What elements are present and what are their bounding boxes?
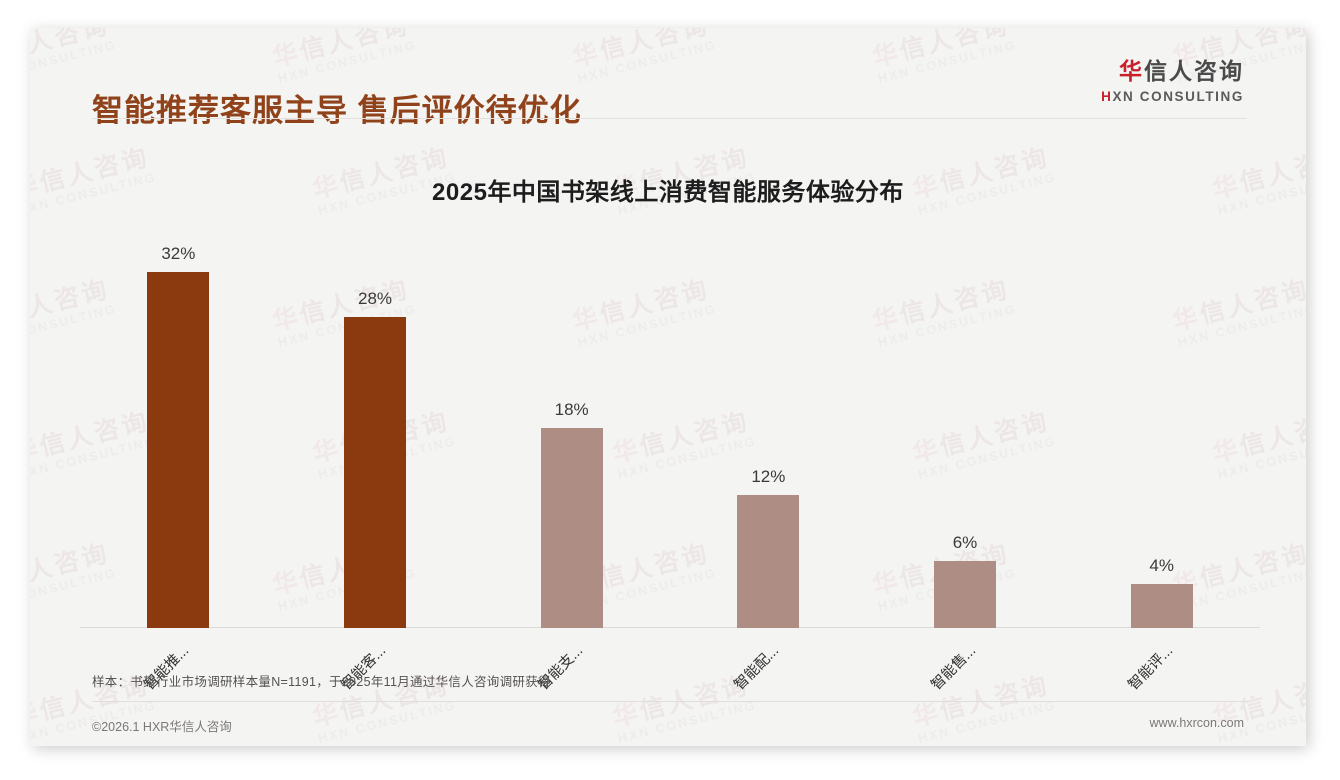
chart-area: 2025年中国书架线上消费智能服务体验分布 32% 智能推... 28% 智能客...… <box>30 120 1306 693</box>
bar-group: 18% 智能支... <box>535 228 603 693</box>
footnote: 样本：书架行业市场调研样本量N=1191，于2025年11月通过华信人咨询调研获… <box>92 675 551 689</box>
copyright-text: ©2026.1 HXR华信人咨询 <box>92 720 232 734</box>
bar-value-label: 18% <box>554 400 589 419</box>
slide-header: 智能推荐客服主导 售后评价待优化 华信人咨询 HXN CONSULTING <box>30 28 1306 129</box>
bar-value-label: 32% <box>161 244 196 264</box>
logo-cn-red-char: 华 <box>1119 58 1144 84</box>
logo-en-red-char: H <box>1101 89 1113 104</box>
bar-group: 12% 智能配... <box>732 228 800 693</box>
logo-en-rest: XN CONSULTING <box>1112 89 1244 104</box>
bar[interactable] <box>934 561 996 628</box>
bar-group: 28% 智能客... <box>339 228 406 693</box>
logo-chinese-text: 华信人咨询 <box>1101 60 1244 83</box>
x-axis-tick-label: 智能配... <box>731 642 783 694</box>
brand-logo: 华信人咨询 HXN CONSULTING <box>1101 60 1244 104</box>
bar-value-label: 12% <box>751 466 786 486</box>
x-axis-line <box>80 627 1260 628</box>
bar-chart-plot: 32% 智能推... 28% 智能客... 18% 智能支... 12% 智能配... 6% 智能… <box>80 228 1260 693</box>
bar[interactable] <box>147 272 210 628</box>
bar-value-label: 4% <box>1149 555 1174 575</box>
website-url: www.hxrcon.com <box>1149 716 1244 730</box>
bar-group: 6% 智能售... <box>929 228 996 693</box>
chart-title: 2025年中国书架线上消费智能服务体验分布 <box>432 179 904 206</box>
logo-english-text: HXN CONSULTING <box>1101 90 1244 104</box>
bar[interactable] <box>737 494 800 628</box>
bar-group: 32% 智能推... <box>142 228 210 693</box>
bar[interactable] <box>344 316 406 628</box>
bar-group: 4% 智能评... <box>1125 228 1193 693</box>
x-axis-tick-label: 智能评... <box>1125 642 1176 694</box>
footnote-divider <box>92 701 1247 702</box>
header-divider <box>92 118 1247 119</box>
bar-value-label: 28% <box>357 288 393 308</box>
logo-cn-rest: 信人咨询 <box>1144 58 1244 84</box>
bar[interactable] <box>1130 583 1193 628</box>
page-title: 智能推荐客服主导 售后评价待优化 <box>92 93 582 128</box>
bar[interactable] <box>540 428 603 628</box>
bar-value-label: 6% <box>952 533 978 553</box>
slide-card: 华信人咨询 HXN CONSULTING 华信人咨询 HXN CONSULTING华信… <box>30 28 1306 746</box>
x-axis-tick-label: 智能售... <box>928 642 980 694</box>
slide-footer: ©2026.1 HXR华信人咨询 www.hxrcon.com <box>30 704 1306 746</box>
